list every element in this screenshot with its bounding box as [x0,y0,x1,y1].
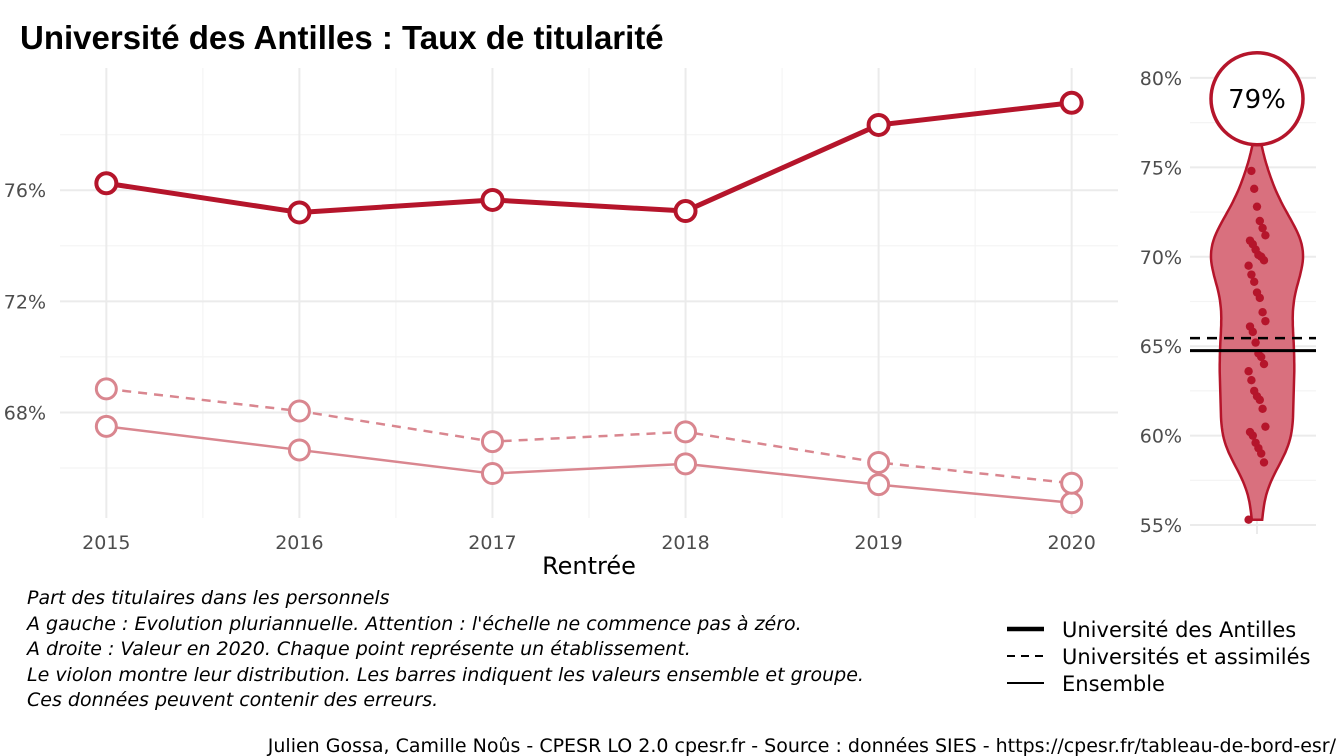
institution-dot [1258,308,1267,317]
line-panel-series [94,90,1084,515]
violin-y-tick-label: 70% [1140,247,1182,269]
data-point [287,438,311,462]
legend-label-2: Universités et assimilés [1062,645,1310,669]
institution-dot [1244,367,1253,376]
x-axis-title: Rentrée [542,552,636,580]
credit-line: Julien Gossa, Camille Noûs - CPESR LO 2.… [267,735,1337,756]
data-point [1059,90,1084,115]
line-panel-grid [60,68,1118,518]
x-tick-label: 2018 [661,532,709,554]
institution-dot [1258,404,1267,413]
institution-dot [1245,427,1255,437]
data-point [673,199,698,224]
violin-y-tick-label: 75% [1140,157,1182,179]
data-point [94,414,118,438]
caption-line-2: A gauche : Evolution pluriannuelle. Atte… [25,613,802,635]
data-point [674,452,698,476]
caption-line-3: A droite : Valeur en 2020. Chaque point … [25,638,691,660]
data-point [94,171,119,196]
institution-dot [1259,359,1269,369]
caption-line-1: Part des titulaires dans les personnels [27,587,390,609]
institution-dot [1244,515,1253,524]
data-point [1060,491,1084,515]
institution-dot [1250,277,1259,286]
data-point [1060,471,1084,495]
data-point [674,420,698,444]
institution-dot [1261,422,1270,431]
legend-label-1: Université des Antilles [1062,618,1296,642]
x-tick-label: 2020 [1047,532,1095,554]
violin-y-tick-label: 55% [1140,515,1182,537]
caption-line-4: Le violon montre leur distribution. Les … [27,664,864,686]
institution-dot [1247,270,1256,279]
institution-dot [1261,231,1270,240]
institution-dot [1251,438,1260,447]
data-point [287,399,311,423]
violin-y-tick-label: 60% [1140,426,1182,448]
data-point [480,462,504,486]
y-tick-label: 76% [4,180,46,202]
x-tick-label: 2016 [275,532,323,554]
chart-title: Université des Antilles : Taux de titula… [20,19,664,56]
y-tick-label: 68% [4,402,46,424]
data-point [867,450,891,474]
data-point [287,200,312,225]
data-point [867,473,891,497]
institution-dot [1250,184,1259,193]
institution-dot [1261,316,1270,326]
institution-dot [1259,458,1269,467]
caption-line-5: Ces données peuvent contenir des erreurs… [27,689,438,711]
institution-dot [1247,166,1256,176]
institution-dot [1250,386,1259,396]
institution-dot [1255,216,1265,226]
institution-dot [1258,223,1267,233]
violin-y-tick-label: 80% [1140,68,1182,90]
caption: Part des titulaires dans les personnels … [25,587,864,711]
legend: Université des Antilles Universités et a… [1007,618,1310,696]
violin-panel-ticks: 55% 60% 65% 70% 75% 80% [1140,68,1182,537]
highlight-bubble [1209,51,1305,147]
legend-label-3: Ensemble [1062,672,1165,696]
violin-shape [1209,94,1305,521]
violin-panel: 79% [1190,51,1316,524]
institution-dot [1247,375,1256,385]
y-tick-label: 72% [4,291,46,313]
x-tick-label: 2015 [82,532,130,554]
series-line [105,100,1072,215]
institution-dot [1245,322,1255,331]
institution-dot [1245,236,1255,245]
x-tick-label: 2017 [468,532,516,554]
data-point [480,430,504,454]
violin-y-tick-label: 65% [1140,336,1182,358]
institution-dot [1244,261,1253,270]
data-point [866,112,891,137]
institution-dot [1252,202,1262,211]
x-tick-label: 2019 [854,532,902,554]
institution-dot [1251,338,1260,347]
data-point [480,187,505,212]
line-panel-ticks: 68% 72% 76% 2015 2016 2017 2018 2019 2020 [4,180,1096,554]
series-line [106,387,1072,485]
highlight-value-label: 79% [1228,85,1286,115]
institution-dot [1252,288,1262,297]
series-line [106,425,1072,504]
data-point [94,377,118,401]
